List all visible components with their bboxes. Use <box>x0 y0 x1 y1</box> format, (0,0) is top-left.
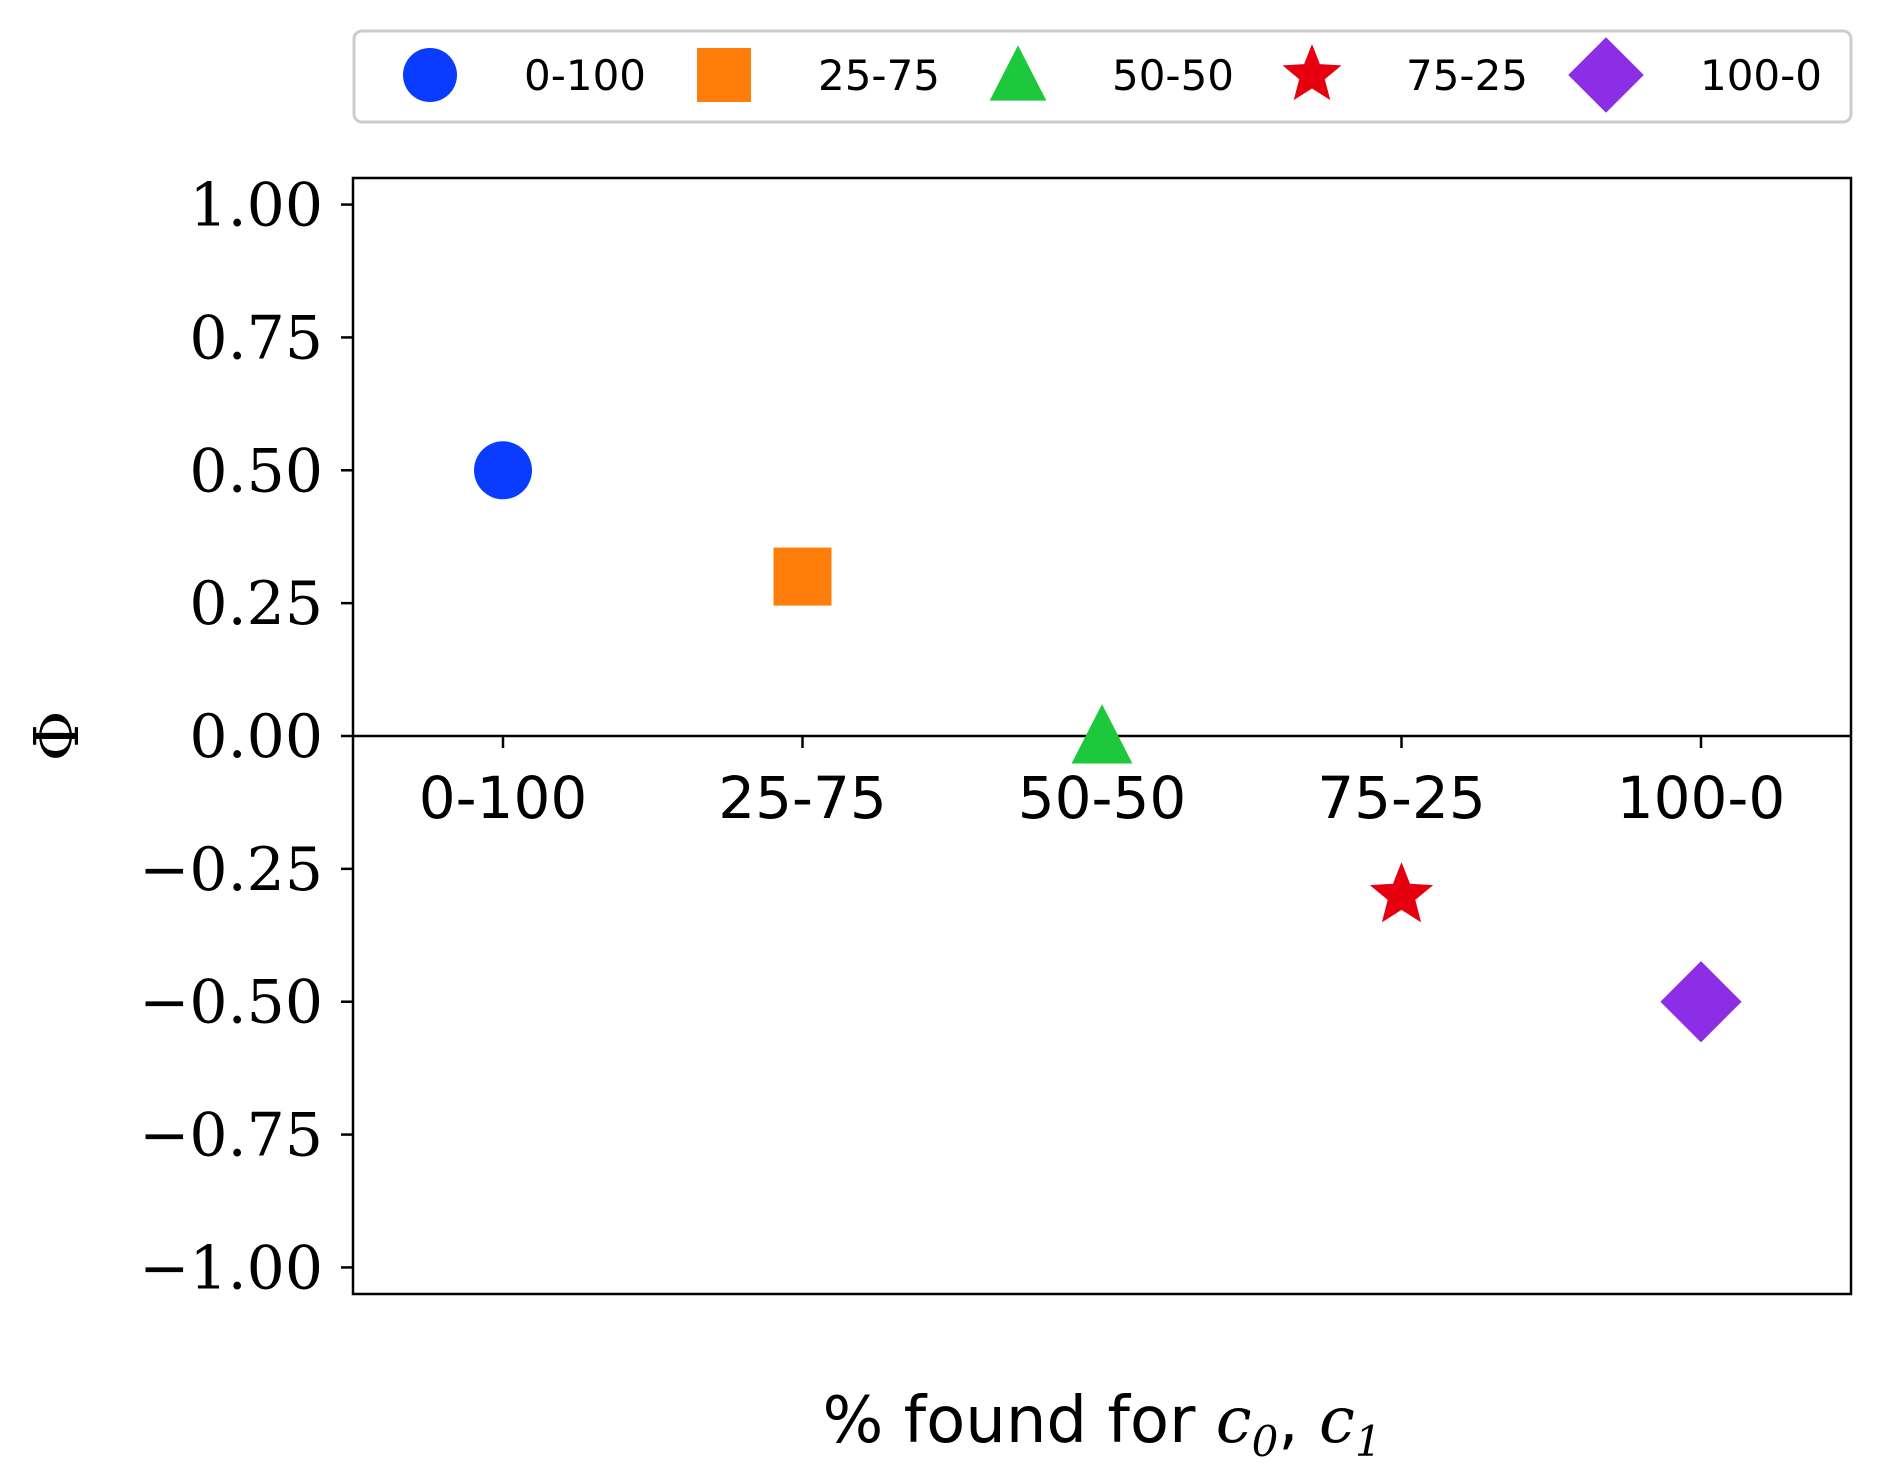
legend-marker-diamond <box>1568 37 1644 113</box>
data-point-star <box>1369 862 1434 923</box>
y-tick-label: 0.50 <box>189 436 323 506</box>
legend-label: 0-100 <box>524 51 646 100</box>
x-axis-label-sep: , <box>1278 1384 1319 1458</box>
y-tick-label: 0.75 <box>189 303 323 373</box>
y-tick-label: 0.00 <box>189 702 323 772</box>
x-axis-label-sub1: 1 <box>1355 1417 1382 1466</box>
legend-label: 50-50 <box>1112 51 1234 100</box>
y-axis: 1.00 0.75 0.50 0.25 0.00 −0.25 −0.50 −0.75 −1.00 <box>139 171 353 1303</box>
x-axis-label-var-c0: c <box>1216 1384 1252 1458</box>
y-tick-label: 1.00 <box>189 171 323 241</box>
legend-label: 75-25 <box>1406 51 1528 100</box>
data-point-circle <box>474 441 532 500</box>
x-axis-label: % found for c0, c1 <box>822 1384 1381 1466</box>
x-tick-label: 100-0 <box>1617 764 1786 832</box>
x-tick-label: 0-100 <box>419 764 588 832</box>
x-axis-tick-labels: 0-100 25-75 50-50 75-25 100-0 <box>419 736 1786 832</box>
data-points <box>474 441 1742 1043</box>
legend-label: 25-75 <box>818 51 940 100</box>
y-tick-label: −0.25 <box>139 835 323 905</box>
data-point-triangle <box>1071 704 1133 764</box>
data-point-square <box>773 547 832 606</box>
legend-marker-square <box>697 48 751 102</box>
legend-marker-circle <box>403 48 457 102</box>
data-point-diamond <box>1660 961 1742 1043</box>
x-axis-label-var-c1: c <box>1319 1384 1355 1458</box>
x-tick-label: 75-25 <box>1317 764 1486 832</box>
y-tick-label: −0.50 <box>139 968 323 1038</box>
x-axis-label-sub0: 0 <box>1252 1417 1279 1466</box>
y-axis-label: Φ <box>20 711 93 762</box>
legend-label: 100-0 <box>1700 51 1822 100</box>
y-tick-label: −1.00 <box>139 1233 323 1303</box>
x-axis-label-text: % found for <box>822 1384 1215 1458</box>
x-tick-label: 50-50 <box>1018 764 1187 832</box>
x-tick-label: 25-75 <box>718 764 887 832</box>
legend-marker-star <box>1282 44 1342 101</box>
y-tick-label: 0.25 <box>189 569 323 639</box>
y-tick-label: −0.75 <box>139 1101 323 1171</box>
legend-marker-triangle <box>989 45 1047 101</box>
legend: 0-100 25-75 50-50 75-25 100-0 <box>352 29 1853 124</box>
